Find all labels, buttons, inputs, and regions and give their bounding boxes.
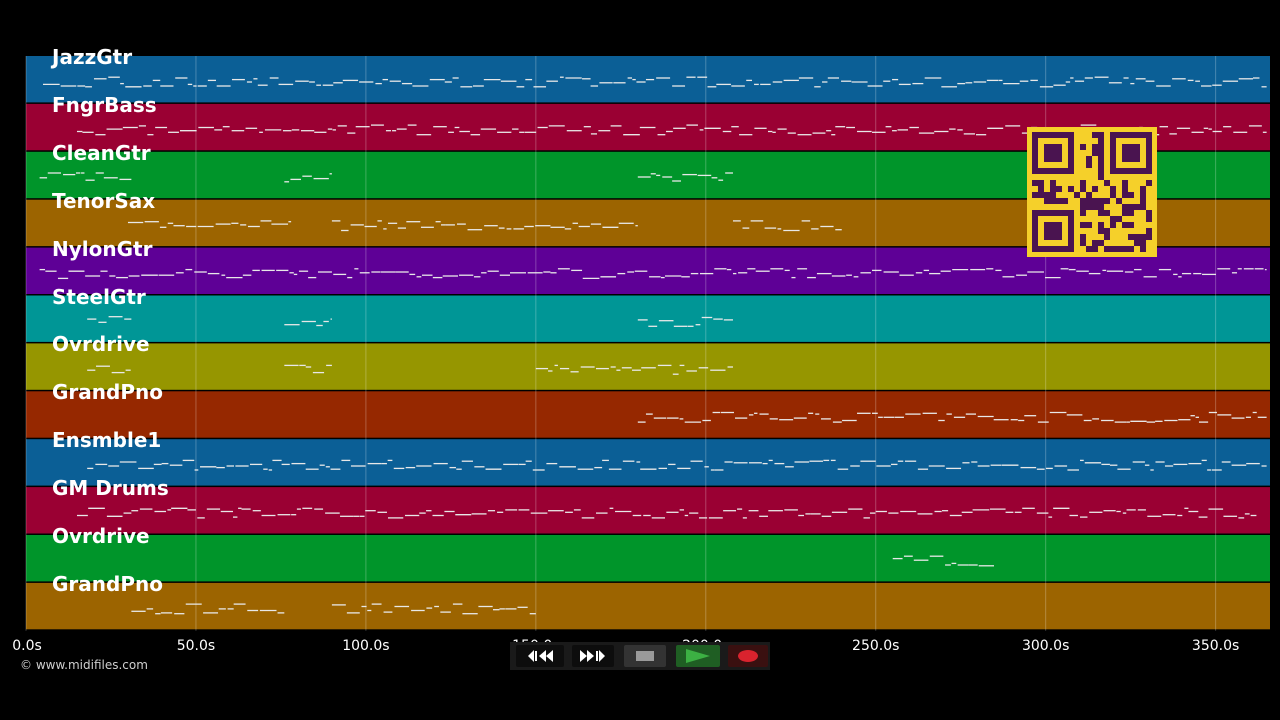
track-notes [42,76,1267,88]
record-icon [738,650,758,662]
track-lane [26,343,1270,390]
time-tick-label: 0.0s [12,638,42,654]
track-label: GrandPno [52,571,163,596]
track-lane [26,439,1270,486]
time-tick-label: 350.0s [1191,638,1240,654]
track-notes [131,603,536,615]
qr-code-image [1032,132,1152,252]
track-notes [87,459,1267,471]
track-notes [76,124,1267,136]
copyright-text: © www.midifiles.com [20,658,148,672]
rewind-icon [528,650,553,662]
track-notes [892,555,995,567]
track-label: FngrBass [52,92,157,117]
track-label: NylonGtr [52,236,153,261]
time-tick-label: 100.0s [342,638,390,654]
fast-forward-button[interactable] [572,645,614,667]
record-button[interactable] [728,645,768,667]
track-label: TenorSax [52,188,156,213]
track-label: Ensmble1 [52,428,162,453]
track-label: CleanGtr [52,140,151,165]
track-notes [76,507,1257,519]
track-label: GrandPno [52,380,163,405]
time-tick-label: 300.0s [1021,638,1070,654]
track-lane [26,582,1270,630]
time-tick-label: 250.0s [852,638,900,654]
track-label: Ovrdrive [52,524,150,548]
track-label: Ovrdrive [52,332,150,357]
track-notes [39,172,733,183]
track-label: JazzGtr [52,45,133,69]
fast-forward-icon [580,650,605,662]
track-notes [637,411,1267,423]
play-button[interactable] [676,645,720,667]
track-notes [39,268,1267,280]
time-tick-label: 50.0s [176,638,216,654]
track-label: GM Drums [52,476,169,501]
track-notes [127,220,842,232]
qr-code[interactable] [1027,127,1157,257]
track-label: SteelGtr [52,284,146,309]
transport-bar [510,642,770,670]
track-lane [26,535,1270,582]
play-icon [686,649,710,663]
track-lane [26,487,1270,534]
rewind-button[interactable] [516,645,564,667]
track-notes [87,316,733,327]
track-notes [87,364,733,375]
track-lane [26,295,1270,342]
stop-button[interactable] [624,645,666,667]
stop-icon [636,651,654,661]
